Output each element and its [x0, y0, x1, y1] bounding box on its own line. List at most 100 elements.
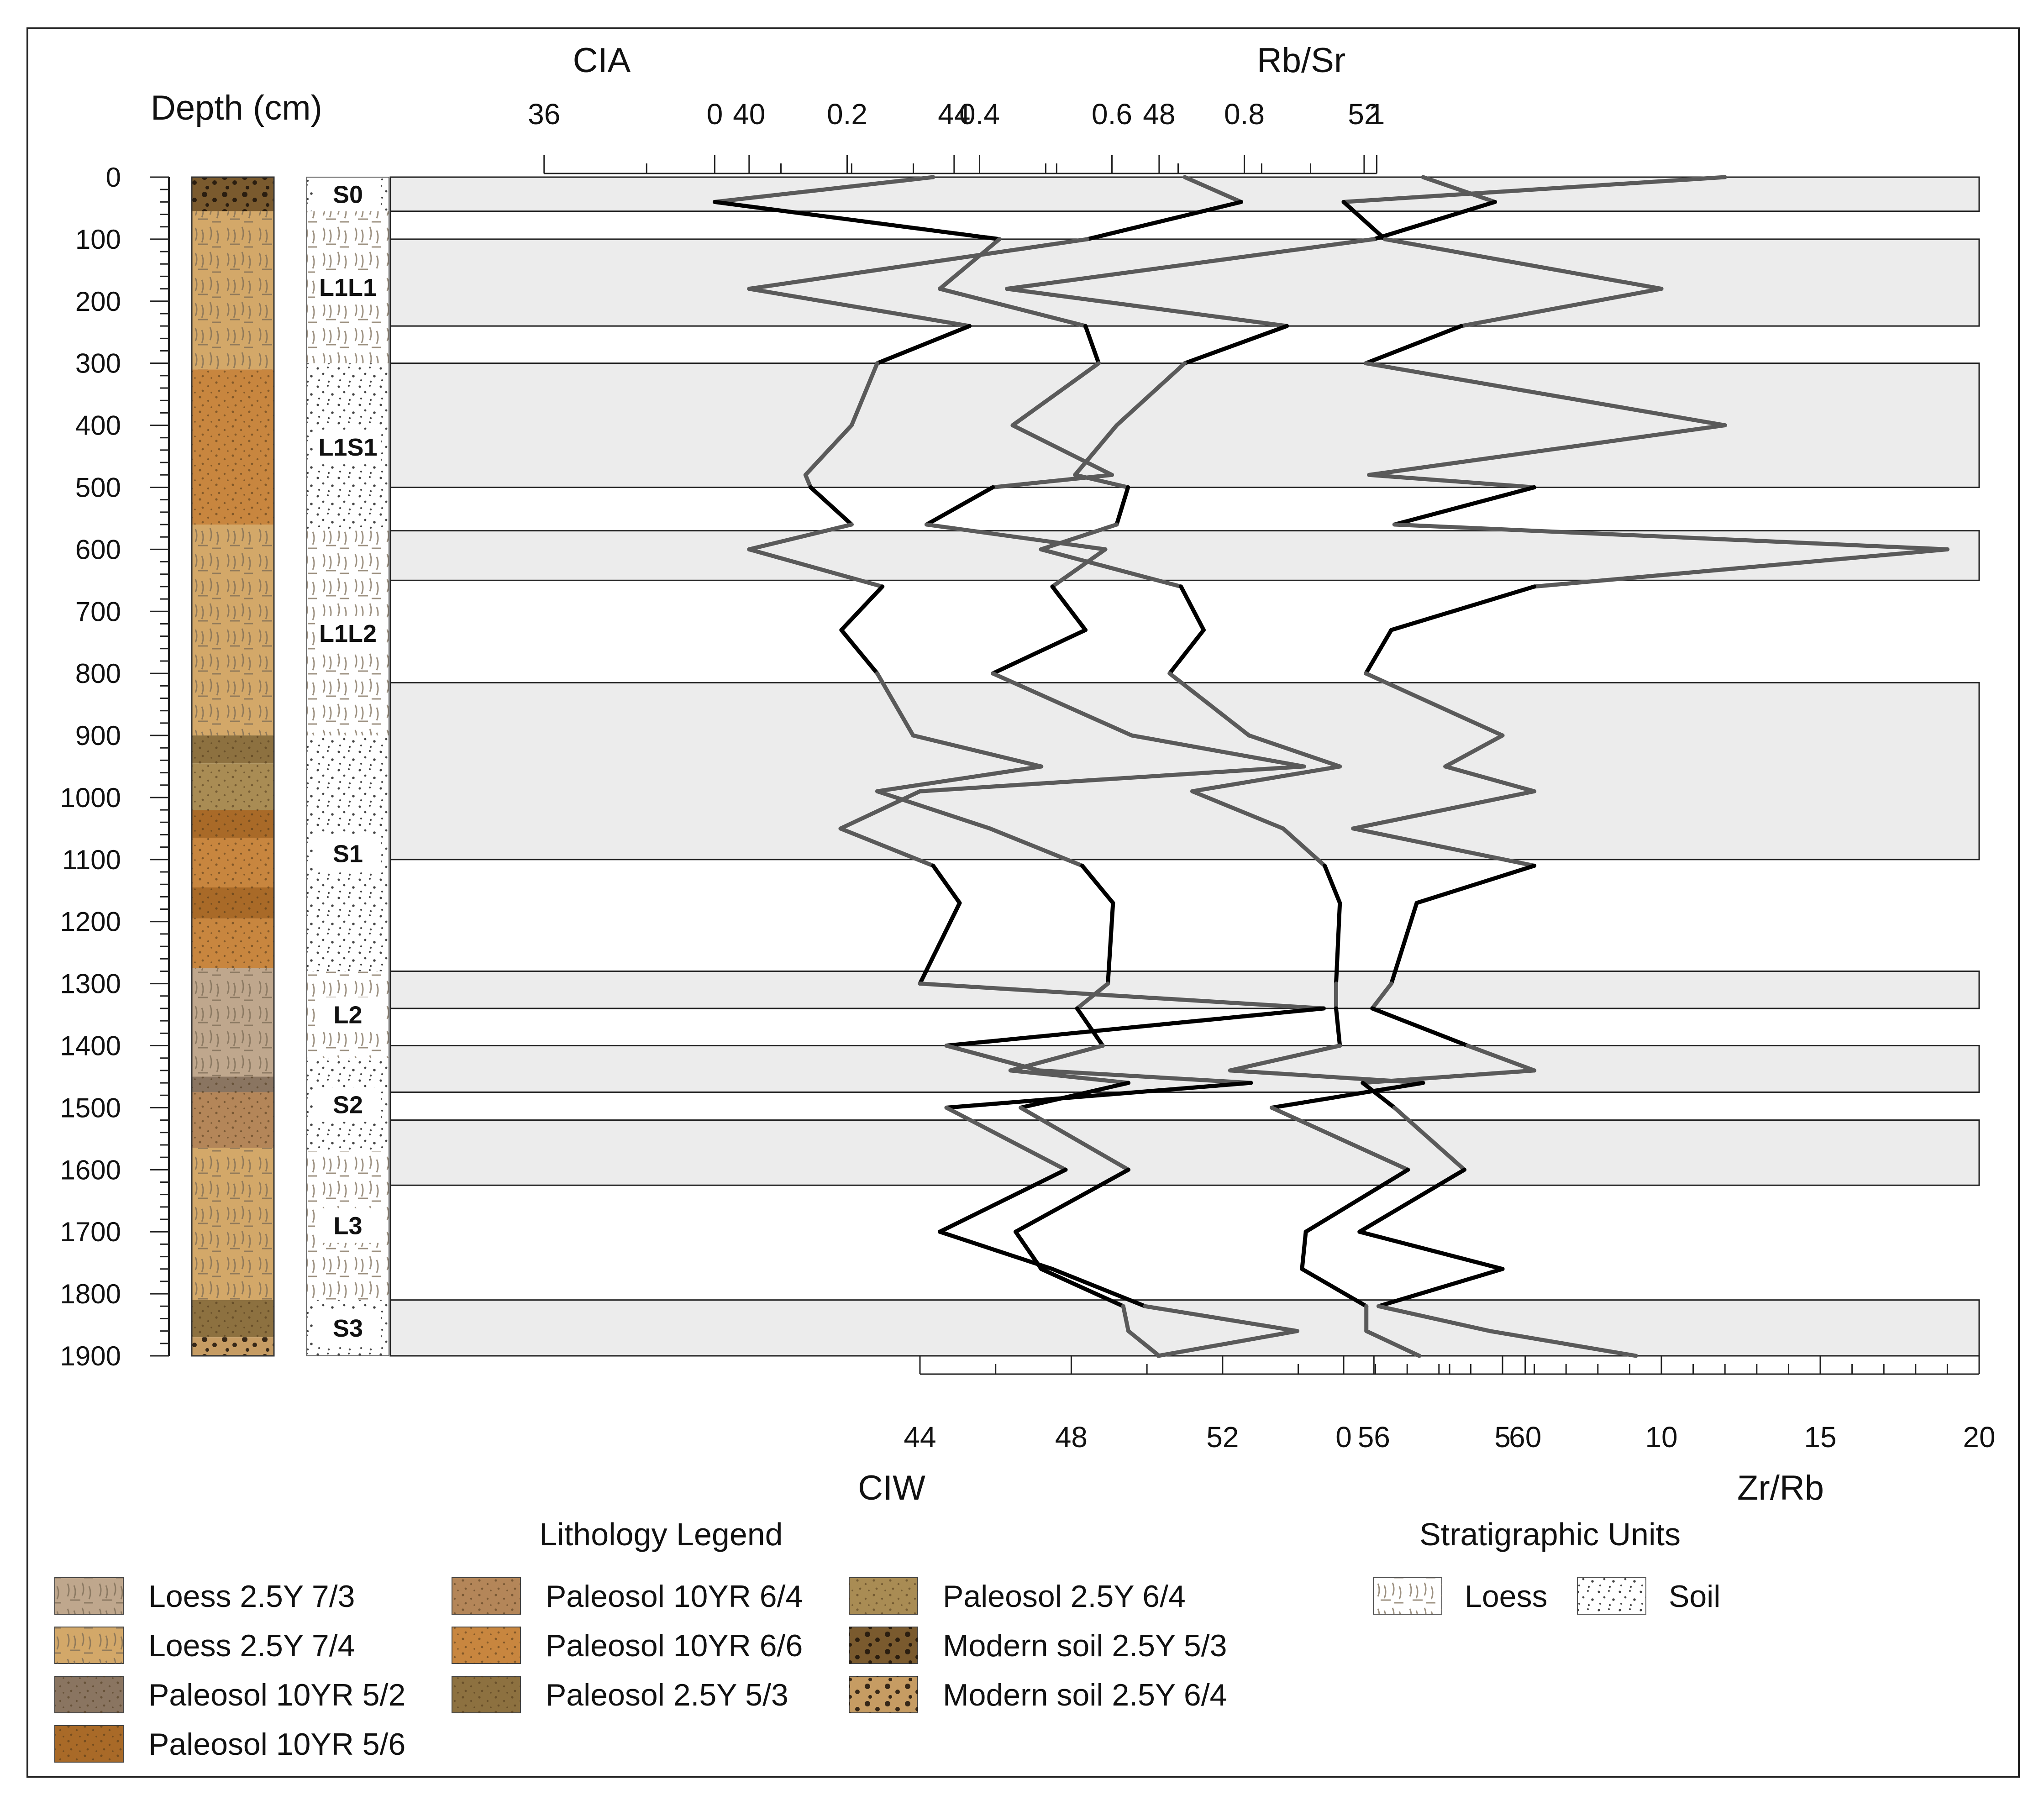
cia-tick-label: 36 [528, 98, 560, 131]
zrrb-segment [1361, 1081, 1397, 1110]
zrrb-segment [1382, 237, 1664, 291]
ciw-segment [1073, 423, 1119, 477]
rbsr-segment [838, 789, 922, 831]
legend-swatch-texture [55, 1676, 123, 1713]
lithology-layer-texture [192, 887, 274, 918]
zrrb-series [1341, 175, 1949, 1358]
ciw-tick-label: 56 [1358, 1421, 1390, 1454]
ciw-segment [1039, 522, 1119, 551]
zrrb-segment [1364, 324, 1464, 366]
rbsr-segment [1010, 423, 1114, 477]
zrrb-segment [1377, 1304, 1492, 1333]
rbsr-series [713, 175, 1326, 1358]
ciw-segment [1300, 1229, 1308, 1271]
legend-item: Paleosol 2.5Y 5/3 [452, 1676, 788, 1713]
rbsr-axis-title: Rb/Sr [1257, 41, 1345, 80]
lithology-layer-texture [192, 369, 274, 525]
legend-item: Modern soil 2.5Y 5/3 [849, 1627, 1227, 1664]
zrrb-segment [1367, 472, 1537, 489]
cia-segment [1121, 1304, 1131, 1333]
cia-segment [1019, 1105, 1131, 1172]
lithology-layer-texture [192, 1337, 274, 1356]
depth-axis-title: Depth (cm) [151, 89, 322, 127]
strat-unit-label: S3 [333, 1315, 363, 1342]
depth-tick-label: 0 [106, 162, 121, 193]
depth-tick-label: 900 [75, 720, 121, 751]
cia-axis-title: CIA [573, 41, 631, 80]
strat-legend-swatch-texture [1373, 1578, 1442, 1614]
cia-segment [1182, 175, 1243, 204]
series-layer [713, 175, 1949, 1358]
cia-segment [747, 237, 1090, 291]
zrrb-segment [1443, 733, 1505, 769]
ciw-segment [1334, 901, 1342, 986]
legend-swatch-texture [55, 1578, 123, 1614]
lithology-layer-texture [192, 810, 274, 838]
zrrb-tick-label: 10 [1645, 1421, 1677, 1454]
ciw-segment [1114, 485, 1130, 527]
zrrb-segment [1414, 863, 1537, 905]
ciw-segment [1005, 237, 1376, 291]
legend-label: Modern soil 2.5Y 6/4 [943, 1678, 1227, 1712]
lithology-column-border [191, 176, 275, 1357]
ciw-segment [1167, 628, 1206, 676]
unit-bands [389, 176, 1980, 1357]
lithology-layer-texture [192, 1148, 274, 1300]
legend-swatch-texture [452, 1578, 520, 1614]
ciw-segment [1270, 1105, 1410, 1172]
cia-segment [747, 522, 854, 551]
stratigraphic-unit-column: S0 L1L1 L1S1 L1L2 S1 L2 S2 L3 S3 [306, 177, 389, 1356]
legend-item: Loess 2.5Y 7/4 [54, 1627, 355, 1664]
rbsr-segment [938, 237, 1002, 291]
strat-unit-label-bg [315, 1310, 381, 1345]
rbsr-segment [925, 485, 995, 527]
depth-tick-label: 1600 [60, 1155, 121, 1185]
rbsr-segment [944, 1044, 1041, 1073]
depth-tick-label: 300 [75, 348, 121, 379]
legend-swatch-texture [55, 1726, 123, 1762]
legend-swatch-texture [55, 1627, 123, 1664]
strat-legend-label: Loess [1465, 1579, 1547, 1614]
lithology-legend-title: Lithology Legend [539, 1517, 783, 1552]
legend-swatch-texture [452, 1627, 520, 1664]
legend-label: Paleosol 10YR 5/2 [148, 1678, 405, 1712]
unit-band [389, 970, 1980, 1009]
cia-segment [911, 733, 1044, 769]
rbsr-segment [944, 1105, 1068, 1172]
zrrb-segment [1364, 671, 1505, 738]
cia-segment [839, 628, 879, 676]
zrrb-segment [1392, 1105, 1466, 1172]
rbsr-segment [931, 863, 962, 905]
rbsr-segment [1083, 324, 1101, 366]
lithology-layer-texture [192, 525, 274, 736]
ciw-series [1005, 175, 1497, 1358]
cia-segment [849, 361, 879, 428]
ciw-segment [1005, 287, 1289, 328]
ciw-segment [1182, 324, 1289, 366]
strat-unit-label: L2 [333, 1002, 362, 1029]
strat-unit-label-bg [315, 270, 381, 305]
cia-segment [839, 584, 885, 632]
strat-unit-label: S2 [333, 1092, 363, 1119]
unit-band [389, 362, 1980, 488]
zrrb-segment [1351, 789, 1537, 831]
rbsr-segment [938, 1167, 1068, 1234]
rbsr-segment [938, 287, 1088, 328]
rbsr-segment [1010, 361, 1101, 428]
rbsr-segment [944, 1006, 1326, 1048]
zrrb-segment [1389, 584, 1537, 632]
depth-tick-label: 800 [75, 658, 121, 689]
depth-tick-label: 700 [75, 596, 121, 627]
legend-label: Paleosol 10YR 5/6 [148, 1727, 405, 1762]
cia-tick-label: 48 [1143, 98, 1175, 131]
rbsr-segment [991, 472, 1114, 489]
zrrb-axis-title: Zr/Rb [1737, 1469, 1824, 1507]
legend-item: Loess 2.5Y 7/3 [54, 1577, 355, 1615]
rbsr-segment [938, 1229, 1055, 1271]
lithology-layer-texture [192, 918, 274, 968]
lithology-layer-texture [192, 1076, 274, 1092]
legend-swatch-texture [849, 1676, 918, 1713]
zrrb-segment [1465, 1044, 1537, 1073]
zrrb-segment [1357, 1229, 1505, 1271]
ciw-axis-title: CIW [858, 1469, 925, 1507]
